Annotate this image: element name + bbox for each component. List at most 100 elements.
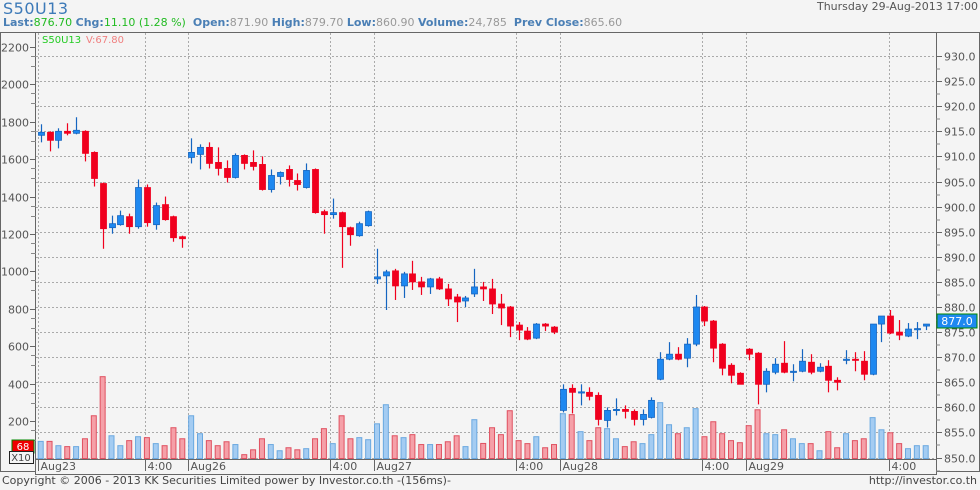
open-label: Open: xyxy=(192,16,230,29)
volume-bar xyxy=(604,428,611,459)
volume-bar xyxy=(312,438,319,460)
candle-body xyxy=(365,211,372,227)
candle xyxy=(914,322,921,340)
price-axis-label: 925.0 xyxy=(944,76,976,89)
volume-bar xyxy=(241,454,248,460)
quote-bar: Last:876.70 Chg:11.10 (1.28 %) Open:871.… xyxy=(3,16,622,29)
high-value: 879.70 xyxy=(304,16,344,29)
candle-body xyxy=(312,169,319,214)
volume-bar xyxy=(905,448,911,459)
candle xyxy=(294,173,301,191)
candle-body xyxy=(524,330,531,340)
volume-axis-label: 2000 xyxy=(1,79,29,92)
candle xyxy=(507,305,514,338)
volume-bar xyxy=(427,444,434,460)
volume-bar xyxy=(798,443,805,460)
candle-body xyxy=(755,352,762,385)
open-value: 871.90 xyxy=(229,16,269,29)
candle-body xyxy=(542,323,549,327)
candle-body xyxy=(303,170,310,188)
price-axis-label: 885.0 xyxy=(944,277,976,290)
volume-bar xyxy=(170,427,177,459)
candle-body xyxy=(613,409,620,412)
price-axis-label: 895.0 xyxy=(944,227,976,240)
candle xyxy=(825,360,832,393)
candle-body xyxy=(648,399,655,418)
candle xyxy=(462,295,469,307)
candle xyxy=(47,131,54,152)
candle xyxy=(737,372,744,385)
candle-body xyxy=(100,183,107,230)
volume-bar xyxy=(214,445,221,459)
chg-label: Chg: xyxy=(75,16,104,29)
last-price-badge xyxy=(936,313,978,329)
candle xyxy=(834,377,841,391)
candle-body xyxy=(117,215,124,226)
candle-body xyxy=(347,227,354,236)
volume-bar xyxy=(825,431,832,459)
candle xyxy=(162,196,169,221)
volume-bar xyxy=(409,434,416,460)
volume-bar xyxy=(108,435,115,460)
candle xyxy=(409,260,416,290)
candle xyxy=(241,154,248,170)
price-axis-label: 855.0 xyxy=(944,427,976,440)
site-link[interactable]: http://investor.co.th xyxy=(868,474,977,487)
volume-bar xyxy=(55,445,62,459)
candle xyxy=(772,358,779,375)
candle-body xyxy=(843,358,850,361)
volume-bar xyxy=(851,440,858,460)
candle xyxy=(117,210,124,226)
candle-body xyxy=(763,370,770,385)
volume-axis-label: 1600 xyxy=(1,154,29,167)
candle-body xyxy=(153,205,160,226)
candle-body xyxy=(604,410,611,421)
candle xyxy=(170,215,177,242)
volume-bar xyxy=(356,437,363,460)
candle xyxy=(923,323,930,331)
candle-body xyxy=(728,364,735,376)
candle xyxy=(109,215,116,234)
price-axis-label: 865.0 xyxy=(944,377,976,390)
volume-bar xyxy=(878,429,885,460)
volume-bar xyxy=(754,409,761,459)
candle-body xyxy=(657,358,664,380)
volume-bar xyxy=(250,449,257,460)
volume-bar xyxy=(586,440,593,460)
candle-body xyxy=(471,286,478,295)
volume-scale-badge[interactable] xyxy=(9,451,34,464)
candle xyxy=(383,269,390,311)
volume-scale-value: X10 xyxy=(11,453,31,464)
candle xyxy=(817,363,824,373)
volume-bar xyxy=(320,428,327,459)
candle-body xyxy=(409,273,416,283)
candle-body xyxy=(923,323,930,327)
price-axis-label: 900.0 xyxy=(944,202,976,215)
candle xyxy=(710,320,717,363)
volume-bar xyxy=(161,445,168,459)
candle-body xyxy=(631,411,638,420)
volume-axis-label: 1200 xyxy=(1,229,29,242)
legend-volume: V:67.80 xyxy=(86,35,124,46)
candle xyxy=(799,349,806,373)
candle xyxy=(701,305,708,327)
volume-bar xyxy=(763,433,770,460)
candle xyxy=(286,165,293,187)
volume-bar xyxy=(692,408,699,459)
candle-body xyxy=(170,216,177,239)
candle-body xyxy=(392,270,399,287)
volume-bar xyxy=(674,433,681,460)
volume-bar xyxy=(391,435,398,460)
candle xyxy=(586,387,593,401)
candle-body xyxy=(462,297,469,302)
candle xyxy=(569,384,576,414)
volume-bar xyxy=(347,438,354,460)
volume-bar xyxy=(568,414,575,459)
candle-body xyxy=(162,204,169,221)
candle-body xyxy=(286,169,293,180)
volume-bar xyxy=(595,427,602,459)
volume-axis-label: 800 xyxy=(8,304,29,317)
volume-bar xyxy=(117,445,124,459)
candle-body xyxy=(418,281,425,288)
